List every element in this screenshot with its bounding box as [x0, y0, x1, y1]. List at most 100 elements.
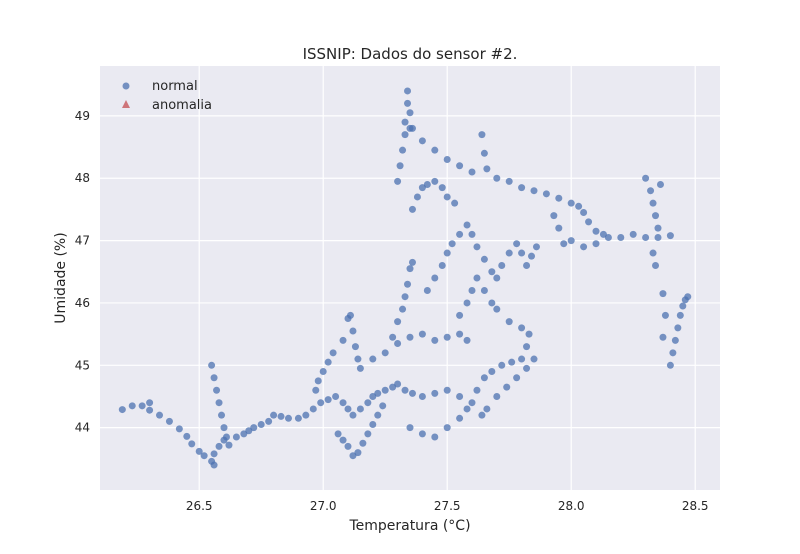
point-normal — [528, 252, 536, 260]
point-normal — [480, 286, 488, 294]
point-normal — [550, 212, 558, 220]
point-normal — [468, 168, 476, 176]
point-normal — [399, 146, 407, 154]
point-normal — [250, 424, 258, 432]
point-normal — [478, 131, 486, 139]
point-normal — [585, 218, 593, 226]
point-normal — [518, 249, 526, 257]
point-normal — [431, 433, 439, 441]
point-normal — [314, 377, 322, 385]
point-normal — [332, 392, 340, 400]
point-normal — [456, 311, 464, 319]
point-normal — [379, 402, 387, 410]
legend-label-normal: normal — [152, 79, 198, 94]
point-normal — [404, 280, 412, 288]
point-normal — [674, 324, 682, 332]
point-normal — [473, 243, 481, 251]
point-normal — [431, 177, 439, 185]
point-normal — [354, 355, 362, 363]
point-normal — [463, 299, 471, 307]
point-normal — [344, 442, 352, 450]
point-normal — [359, 439, 367, 447]
point-normal — [423, 180, 431, 188]
point-normal — [346, 311, 354, 319]
point-normal — [473, 274, 481, 282]
point-normal — [418, 330, 426, 338]
point-normal — [312, 386, 320, 394]
point-normal — [656, 180, 664, 188]
point-normal — [317, 399, 325, 407]
point-normal — [413, 193, 421, 201]
point-normal — [473, 386, 481, 394]
point-normal — [351, 343, 359, 351]
point-normal — [374, 389, 382, 397]
point-normal — [443, 424, 451, 432]
point-normal — [270, 411, 278, 419]
legend-marker-normal — [122, 82, 130, 90]
point-normal — [647, 187, 655, 195]
point-normal — [666, 232, 674, 240]
point-normal — [463, 221, 471, 229]
y-tick-label: 44 — [75, 421, 90, 435]
point-normal — [448, 240, 456, 248]
point-normal — [493, 392, 501, 400]
point-normal — [468, 286, 476, 294]
point-normal — [530, 187, 538, 195]
plot-area — [100, 66, 720, 490]
point-normal — [438, 262, 446, 270]
point-normal — [146, 399, 154, 407]
point-normal — [560, 240, 568, 248]
point-normal — [319, 368, 327, 376]
point-normal — [661, 311, 669, 319]
point-normal — [195, 447, 203, 455]
point-normal — [354, 449, 362, 457]
point-normal — [679, 302, 687, 310]
legend-label-anomalia: anomalia — [152, 98, 212, 113]
point-normal — [443, 193, 451, 201]
point-normal — [468, 399, 476, 407]
point-normal — [652, 212, 660, 220]
point-normal — [401, 118, 409, 126]
point-normal — [404, 99, 412, 107]
point-normal — [339, 399, 347, 407]
point-normal — [684, 293, 692, 301]
point-normal — [232, 433, 240, 441]
point-normal — [423, 286, 431, 294]
point-normal — [406, 109, 414, 117]
legend-marker-anomalia — [122, 100, 130, 108]
point-normal — [394, 339, 402, 347]
point-normal — [503, 383, 511, 391]
point-normal — [118, 406, 126, 414]
y-tick-label: 47 — [75, 234, 90, 248]
point-normal — [483, 165, 491, 173]
point-normal — [399, 305, 407, 313]
point-normal — [188, 440, 196, 448]
point-normal — [604, 233, 612, 241]
point-normal — [483, 405, 491, 413]
point-normal — [642, 174, 650, 182]
point-normal — [389, 333, 397, 341]
point-normal — [401, 386, 409, 394]
point-normal — [498, 262, 506, 270]
point-normal — [356, 405, 364, 413]
point-normal — [493, 174, 501, 182]
point-normal — [468, 230, 476, 238]
point-normal — [356, 364, 364, 372]
point-normal — [302, 411, 310, 419]
point-normal — [456, 230, 464, 238]
point-normal — [175, 425, 183, 433]
point-normal — [381, 349, 389, 357]
point-normal — [128, 402, 136, 410]
point-normal — [592, 227, 600, 235]
point-normal — [575, 202, 583, 210]
point-normal — [349, 327, 357, 335]
x-tick-label: 28.0 — [558, 499, 585, 513]
point-normal — [438, 184, 446, 192]
point-normal — [339, 336, 347, 344]
point-normal — [530, 355, 538, 363]
y-axis-label: Umidade (%) — [53, 232, 69, 323]
point-normal — [480, 374, 488, 382]
point-normal — [431, 146, 439, 154]
point-normal — [508, 358, 516, 366]
